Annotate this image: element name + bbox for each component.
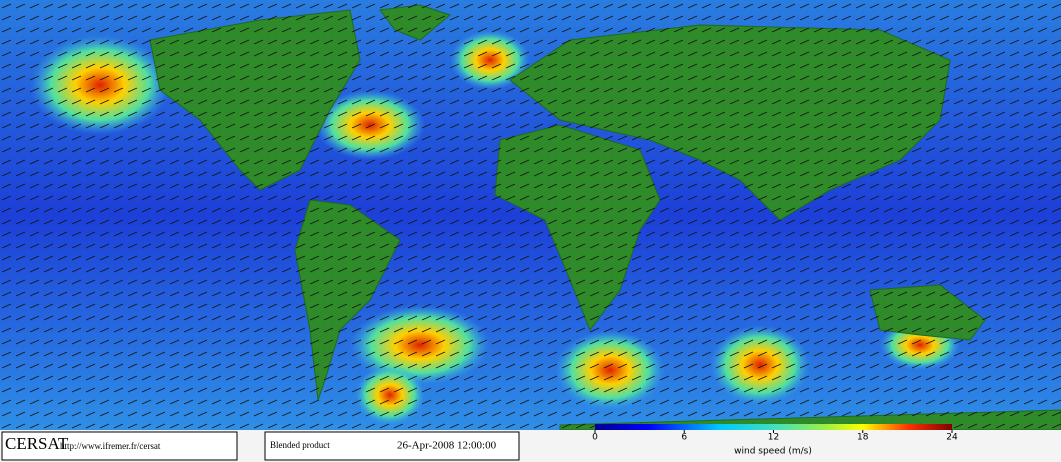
colorbar-tick-label: 18 xyxy=(857,433,869,443)
colorbar-tick-label: 12 xyxy=(768,433,779,443)
product-box xyxy=(264,431,520,461)
colorbar-tick-label: 6 xyxy=(681,433,687,443)
colorbar-tick-label: 24 xyxy=(946,433,958,443)
product-title: Blended product xyxy=(270,440,330,450)
colorbar xyxy=(595,424,952,430)
colorbar-label: wind speed (m/s) xyxy=(734,447,812,457)
product-date: 26-Apr-2008 12:00:00 xyxy=(397,440,497,452)
colorbar-tick-label: 0 xyxy=(592,433,598,443)
producer-name: CERSAT xyxy=(5,434,69,453)
colorbar-ticks: 0 6 12 18 24 xyxy=(592,430,958,443)
wind-arrows xyxy=(0,0,1061,430)
producer-url: http://www.ifremer.fr/cersat xyxy=(60,441,161,451)
producer-box xyxy=(1,431,238,461)
